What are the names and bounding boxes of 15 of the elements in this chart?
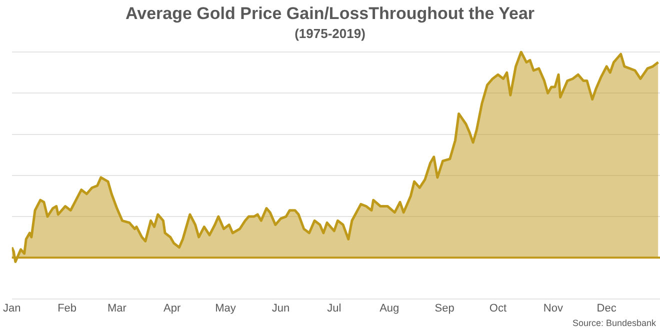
x-tick-label: Feb — [58, 302, 77, 314]
x-tick-label: Aug — [380, 302, 400, 314]
x-tick-label: Jun — [272, 302, 290, 314]
chart-title: Average Gold Price Gain/LossThroughout the Year — [125, 4, 535, 23]
x-tick-label: Mar — [107, 302, 127, 314]
x-tick-label: Nov — [543, 302, 564, 314]
x-tick-label: May — [215, 302, 236, 314]
x-tick-label: Jul — [327, 302, 342, 314]
source-note: Source: Bundesbank — [572, 318, 656, 328]
x-tick-label: Oct — [489, 302, 507, 314]
x-tick-label: Dec — [596, 302, 617, 314]
x-tick-label: Jan — [2, 302, 21, 314]
chart-subtitle: (1975-2019) — [294, 26, 366, 41]
x-tick-label: Sep — [434, 302, 454, 314]
x-tick-label: Apr — [164, 302, 182, 314]
